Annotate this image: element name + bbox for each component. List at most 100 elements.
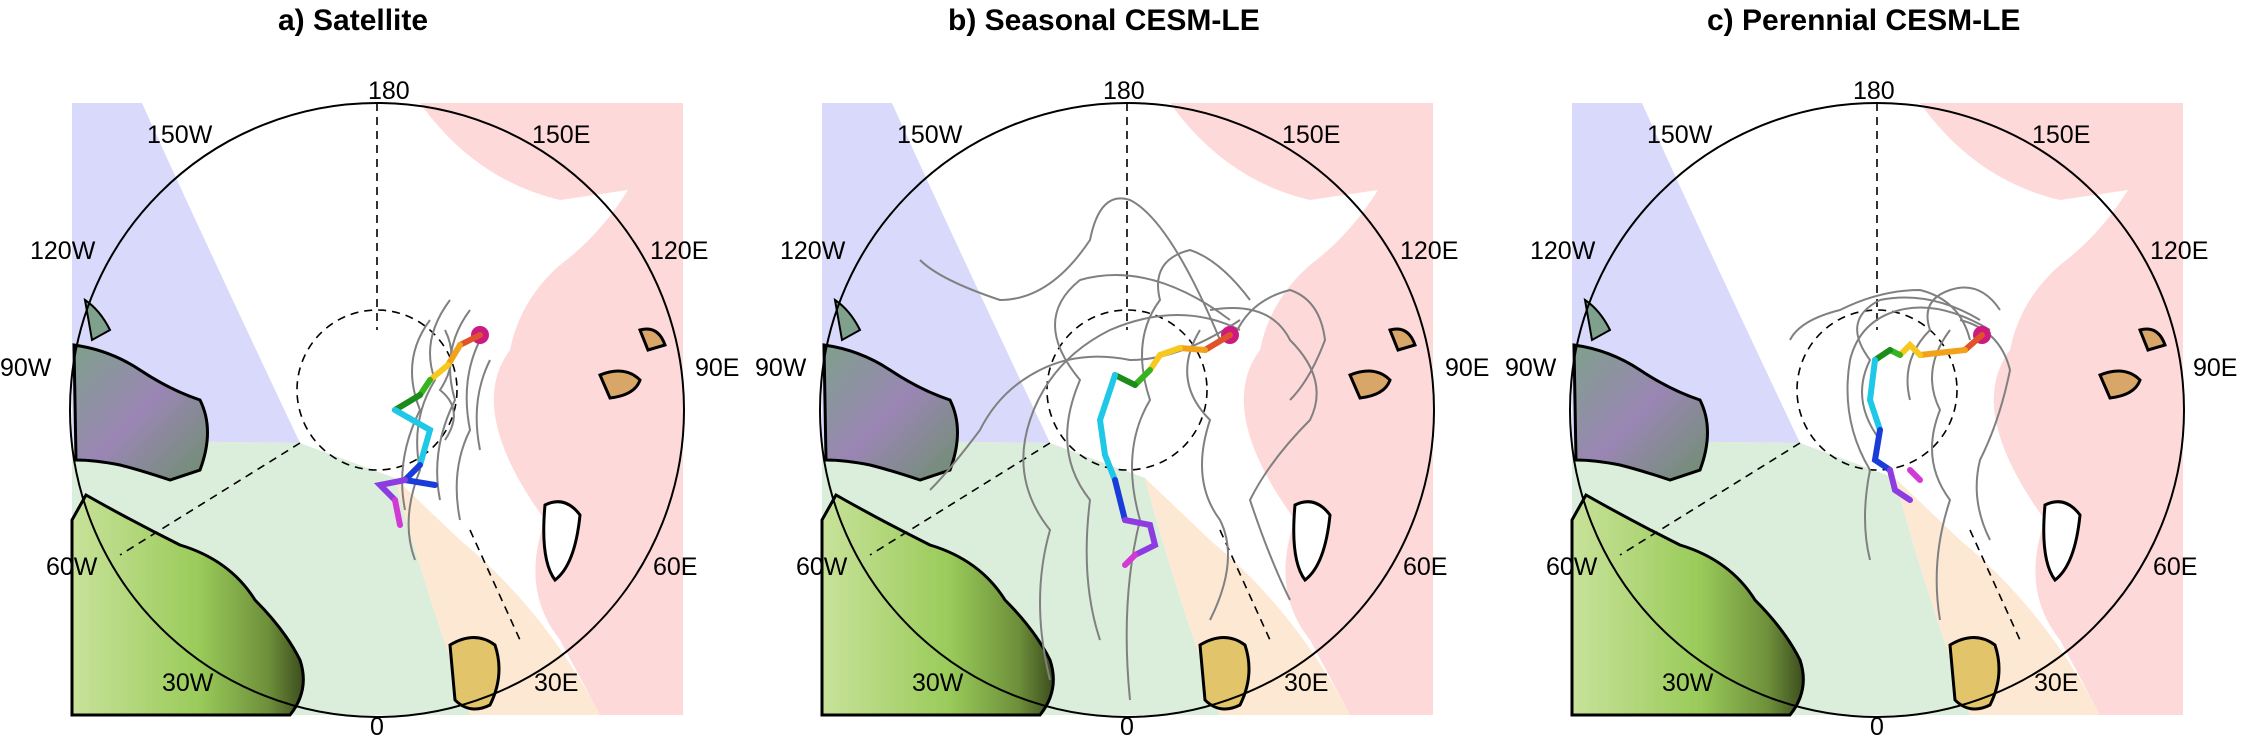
map-panel-perennial: c) Perennial CESM-LE 180 0 150W 150E 120… [1505,4,2237,741]
track-6 [438,329,455,441]
panel-title: a) Satellite [278,4,428,37]
grid-lines [119,103,521,641]
lon-label-30w: 30W [1662,669,1714,697]
pacific-region [72,103,300,443]
mean-track [1096,326,1239,568]
track-segment [1871,427,1893,473]
track-segment [1112,477,1128,523]
polar-circle [296,309,458,471]
lon-label-150e: 150E [2032,121,2090,149]
lon-label-30w: 30W [912,669,964,697]
lon-label-60w: 60W [1546,553,1598,581]
track-segment [1866,357,1883,433]
track-segment [373,477,408,503]
polar-circle [1796,309,1958,471]
track-segment [427,362,451,383]
track-segment [1122,552,1138,568]
svalbard [1948,636,2001,711]
greenland [1570,492,1805,717]
track-5 [1186,329,1229,621]
lon-label-60w: 60W [796,553,848,581]
canadian-archipelago [72,343,209,482]
track-segment [1907,467,1923,483]
track-3 [455,339,481,521]
lon-label-120e: 120E [1400,237,1458,265]
ensemble-tracks [919,197,1327,701]
track-4 [1959,319,2012,541]
track-2 [1054,274,1231,641]
track-8 [1234,288,1327,401]
track-segment [1096,372,1118,483]
barents-region [1895,478,2100,715]
track-segment [1122,517,1159,558]
track-3 [919,197,1221,341]
novosibirsk-islands [2137,327,2167,352]
track-4 [1209,307,1318,601]
novosibirsk-islands [1387,327,1417,352]
severnaya-zemlya [2098,369,2142,400]
barents-region [395,478,600,715]
track-3 [1789,288,1971,341]
polar-circle [1046,309,1208,471]
novosibirsk-islands [637,327,667,352]
mean-track [373,326,489,528]
lon-label-90w: 90W [755,354,807,382]
lon-label-0: 0 [370,713,384,741]
track-segment [1177,345,1208,353]
lon-label-150w: 150W [147,121,213,149]
map-panel-seasonal: b) Seasonal CESM-LE 180 0 150W 150E 120W… [755,4,1489,741]
lon-label-60e: 60E [1403,553,1447,581]
land-masses [1570,297,2167,717]
lon-label-120e: 120E [2150,237,2208,265]
panel-title: b) Seasonal CESM-LE [948,4,1260,37]
lon-label-120w: 120W [30,237,96,265]
svalbard [448,636,501,711]
canadian-archipelago [1572,343,1709,482]
sector-boundary-nw [119,442,301,556]
lon-label-120e: 120E [650,237,708,265]
track-5 [475,359,491,451]
track-segment [398,462,438,488]
track-segment [1132,367,1153,388]
track-segment [1872,347,1893,363]
track-6 [1125,248,1251,701]
land-masses [70,297,667,717]
track-segment [1917,347,1968,358]
lon-label-90w: 90W [1505,354,1557,382]
track-segment [392,407,434,468]
severnaya-zemlya [1348,369,1392,400]
track-segment [1962,332,1985,353]
siberian-region [1170,103,1433,715]
lon-label-60e: 60E [653,553,697,581]
lon-label-150w: 150W [897,121,963,149]
lon-label-30w: 30W [162,669,214,697]
track-1 [1846,306,1991,561]
track-segment [1897,340,1923,358]
lon-label-180: 180 [1103,77,1145,105]
severnaya-zemlya [598,369,642,400]
land-masses [820,297,1417,717]
lon-label-90e: 90E [2193,354,2237,382]
lon-label-180: 180 [1853,77,1895,105]
track-2 [436,309,471,501]
map-boundary-circle [819,102,1435,718]
sector-boundary-nw [1619,442,1801,556]
grid-lines [1619,103,2021,641]
lon-label-30e: 30E [1284,669,1328,697]
track-segment [392,497,403,528]
track-segment [1112,372,1138,388]
track-segment [457,332,483,348]
track-segment [1147,345,1183,373]
lon-label-150e: 150E [532,121,590,149]
lon-label-90e: 90E [1445,354,1489,382]
track-6 [1906,286,2001,401]
lon-label-180: 180 [368,77,410,105]
lon-label-60e: 60E [2153,553,2197,581]
sector-boundary-ne [1969,529,2021,641]
greenland [820,492,1055,717]
pacific-region [1572,103,1800,443]
barents-region [1145,478,1350,715]
map-boundary-circle [69,102,685,718]
lon-label-90e: 90E [695,354,739,382]
